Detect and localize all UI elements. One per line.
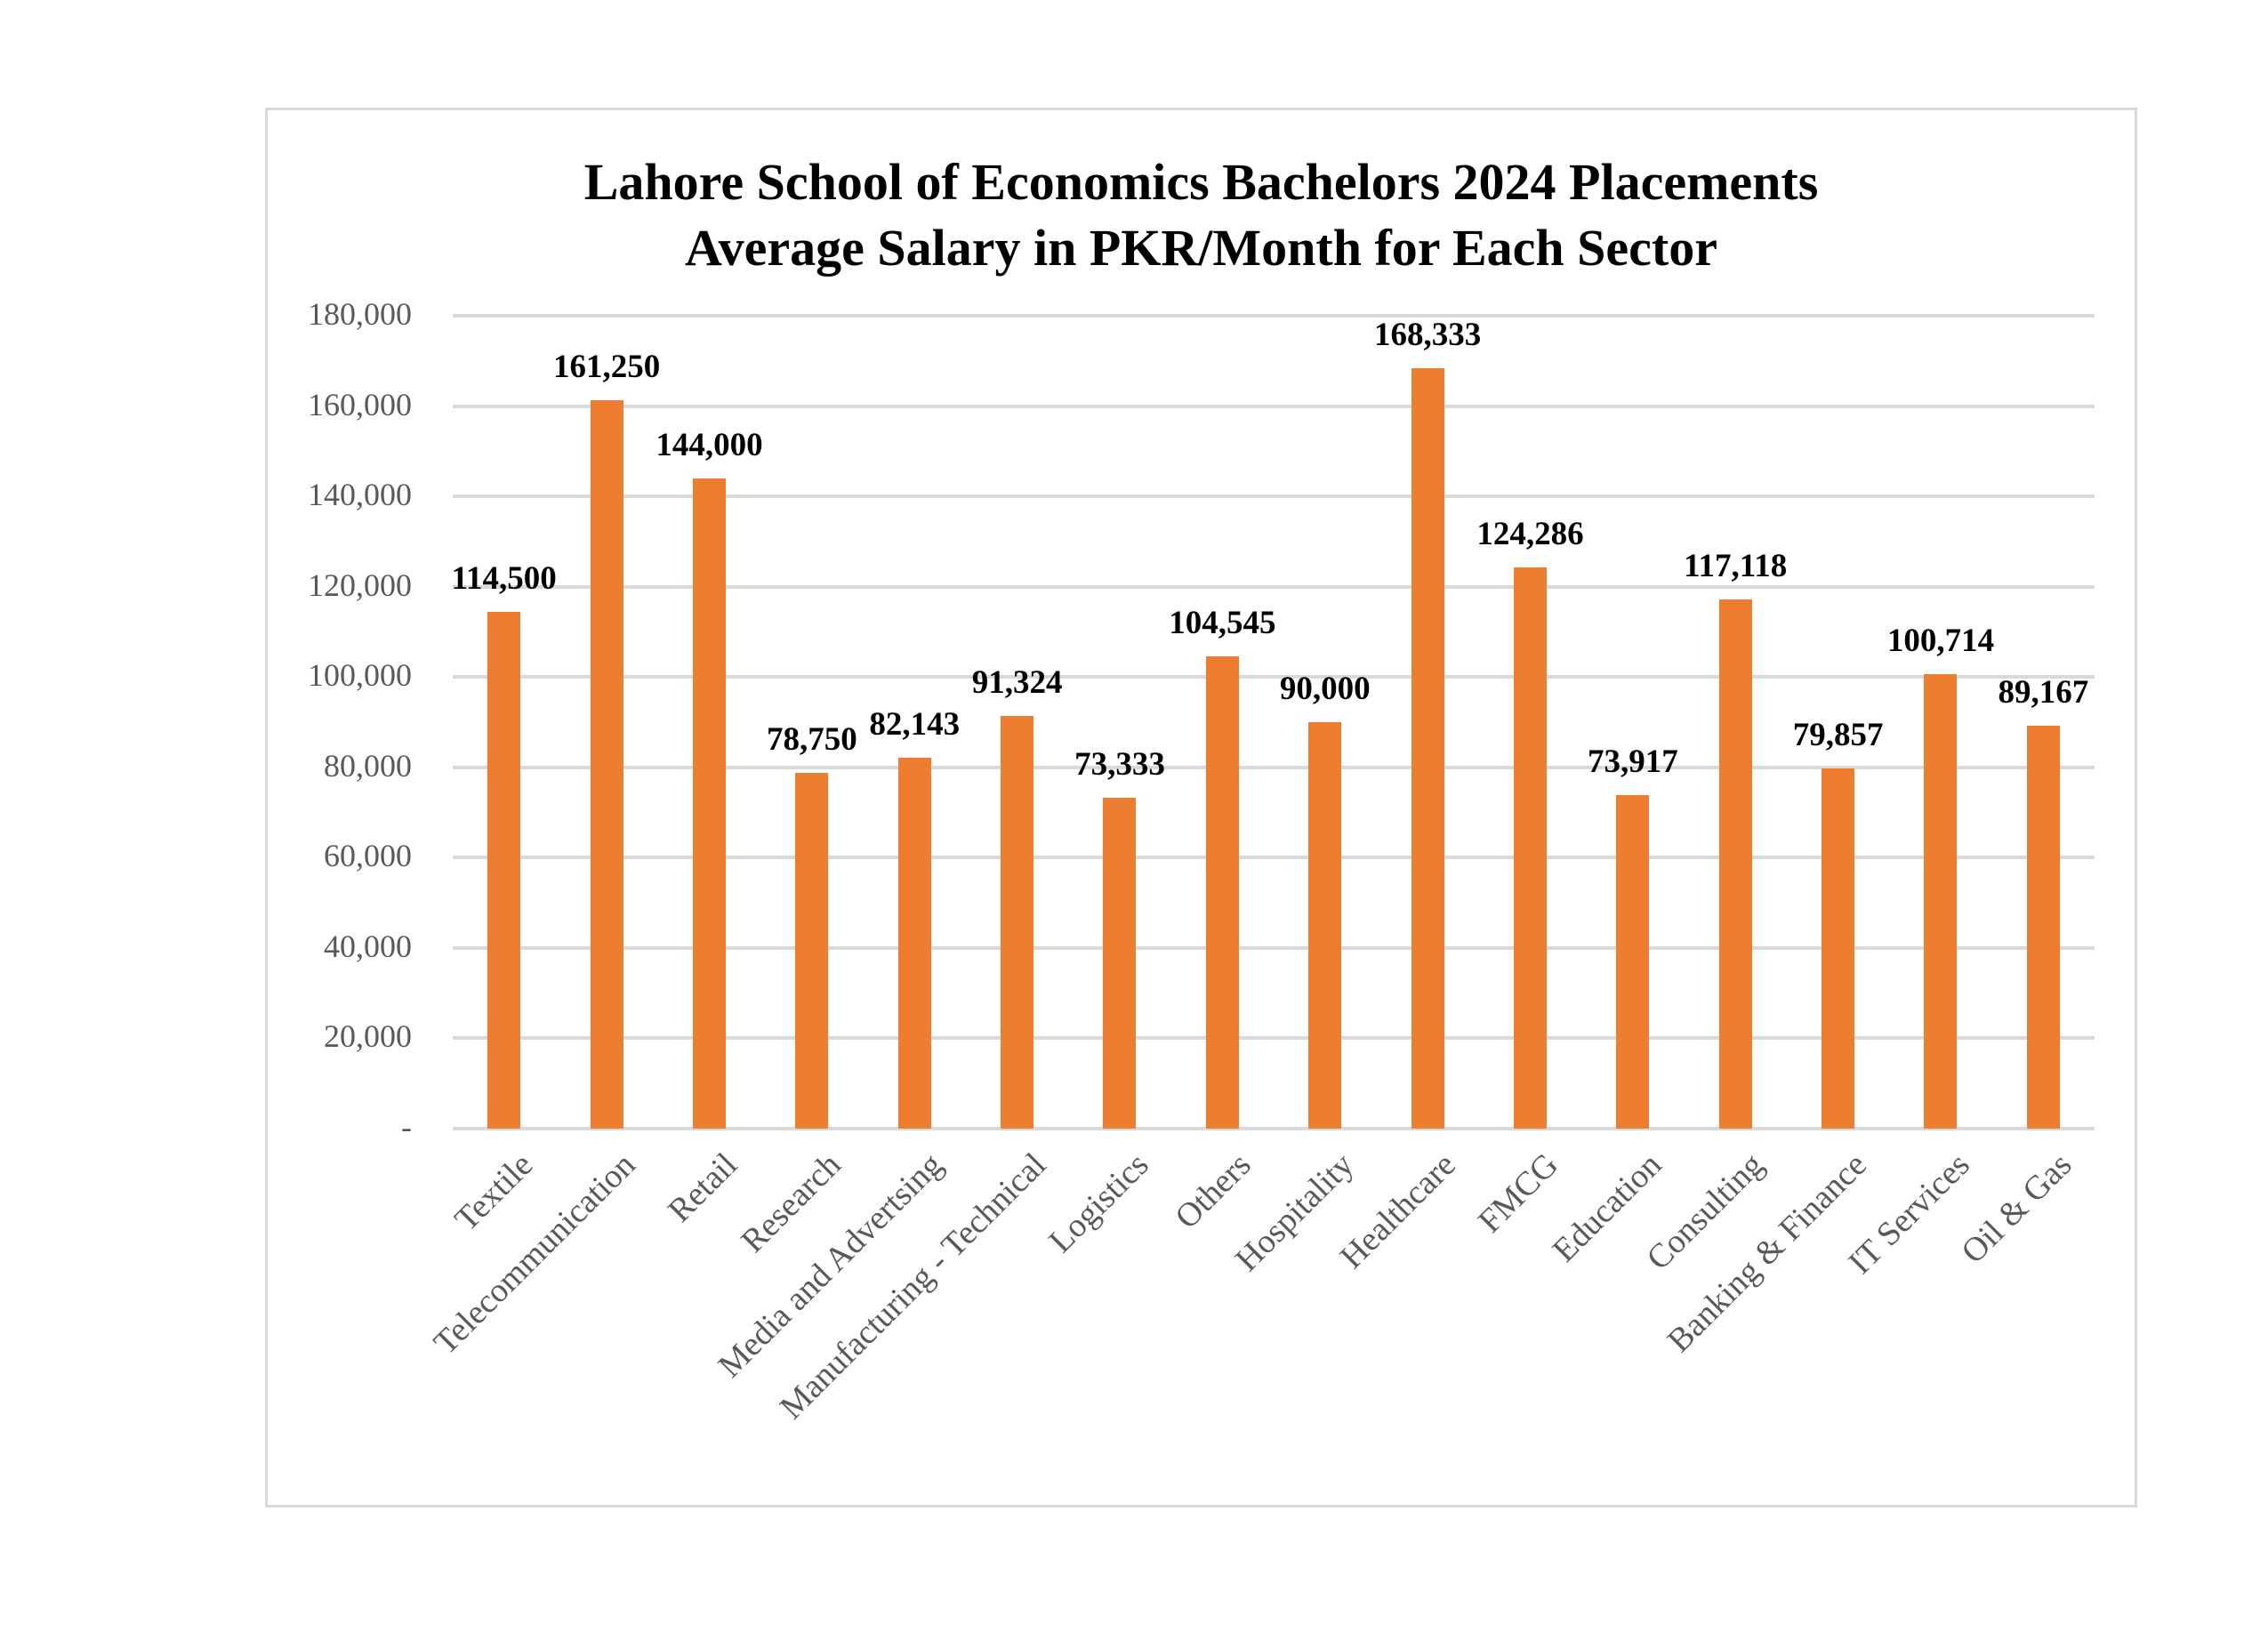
gridline [453,314,2095,318]
y-axis-tick-label: 140,000 [308,477,412,513]
data-label: 144,000 [655,426,763,463]
bar-textile [487,611,521,1129]
x-axis-category-label: FMCG [1471,1146,1566,1241]
data-label: 124,286 [1476,515,1584,552]
gridline [453,404,2095,408]
y-axis-tick-label: 40,000 [324,928,412,964]
bar-research [795,773,829,1129]
y-axis-tick-label: 20,000 [324,1018,412,1055]
x-axis-category-label: Oil & Gas [1954,1146,2079,1271]
data-label: 79,857 [1792,716,1884,753]
data-label: 73,917 [1587,743,1678,780]
gridline [453,1036,2095,1041]
y-axis-tick-label: 100,000 [308,657,412,694]
bar-banking-finance [1822,768,1855,1129]
data-label: 104,545 [1169,605,1276,642]
chart-title: Lahore School of Economics Bachelors 202… [265,149,2137,281]
chart-frame [265,108,2137,1507]
gridline [453,584,2095,589]
x-axis-category-label: Logistics [1042,1146,1156,1260]
bar-oil-gas [2026,726,2060,1129]
gridline [453,675,2095,679]
bar-media-and-advertsing [897,757,931,1129]
y-axis-tick-label: 60,000 [324,838,412,874]
y-axis-tick-label: 120,000 [308,567,412,603]
bar-telecommunication [590,400,623,1129]
y-axis-tick-label: 80,000 [324,747,412,784]
bar-retail [692,478,726,1129]
gridline [453,765,2095,769]
bar-manufacturing-technical [1001,716,1034,1129]
data-label: 78,750 [766,721,857,759]
gridline [453,1127,2095,1130]
data-label: 90,000 [1279,671,1371,707]
data-label: 100,714 [1886,622,1995,659]
bar-others [1205,656,1239,1129]
bar-education [1616,794,1650,1129]
chart-subtitle: Average Salary in PKR/Month for Each Sec… [685,219,1717,277]
bar-consulting [1718,599,1752,1129]
x-axis-category-label: Retail [661,1146,745,1230]
bar-it-services [1924,673,1958,1129]
bar-hospitality [1308,722,1342,1129]
data-label: 82,143 [869,705,961,743]
chart-title-line-1: Lahore School of Economics Bachelors 202… [583,153,1819,211]
gridline [453,945,2095,950]
bar-logistics [1103,797,1137,1129]
data-label: 117,118 [1684,548,1788,585]
y-axis-tick-label: 160,000 [308,386,412,422]
y-axis-tick-label: 180,000 [308,296,412,332]
bar-healthcare [1411,368,1444,1129]
data-label: 168,333 [1373,317,1482,354]
data-label: 114,500 [451,559,557,597]
gridline [453,494,2095,499]
gridline [453,856,2095,860]
bar-fmcg [1513,567,1547,1129]
x-axis-category-label: Telecommunication [426,1146,643,1363]
y-axis-tick-label: - [401,1109,412,1145]
x-axis-category-label: Others [1168,1146,1259,1236]
data-label: 91,324 [971,664,1063,702]
data-label: 161,250 [552,349,661,386]
x-axis-category-label: Textile [447,1146,540,1239]
data-label: 89,167 [1998,674,2089,711]
x-axis-category-label: Banking & Finance [1660,1146,1874,1360]
data-label: 73,333 [1074,745,1165,783]
